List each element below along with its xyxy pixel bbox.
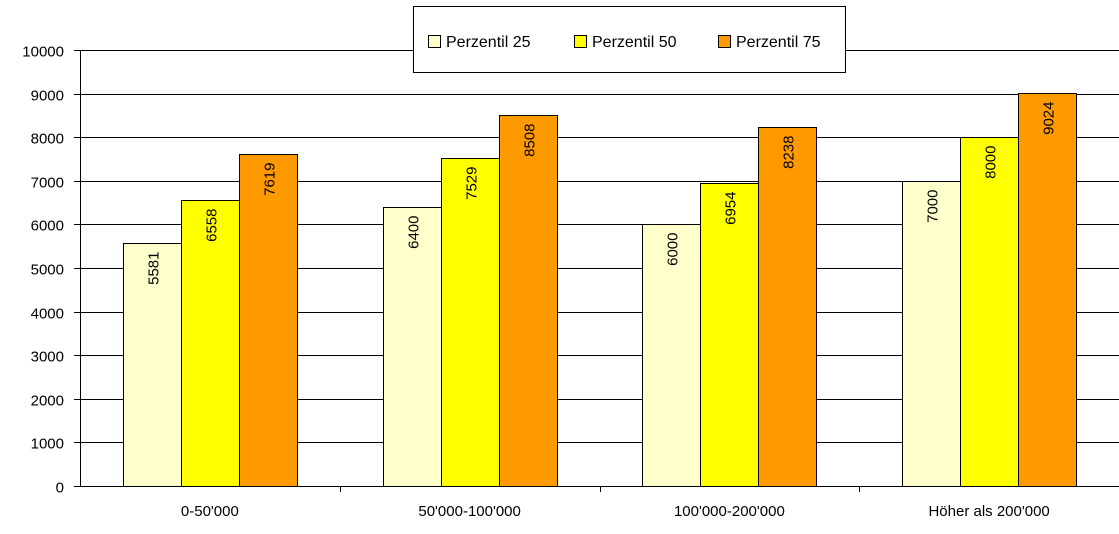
bar: [499, 115, 558, 487]
y-tick-label: 1000: [31, 436, 64, 453]
data-label: 6954: [723, 192, 740, 225]
bar: [441, 158, 500, 487]
legend-swatch: [428, 35, 441, 48]
legend-label: Perzentil 50: [592, 34, 677, 51]
data-label: 6558: [204, 209, 221, 242]
y-tick-label: 3000: [31, 349, 64, 366]
legend-swatch: [574, 35, 587, 48]
bar: [758, 127, 817, 487]
bar-series: 5581 6558 7619 6400 7529 8508 6000 6954 8238 7000…: [123, 93, 1077, 487]
y-tick-label: 9000: [31, 88, 64, 105]
y-tick-label: 10000: [22, 44, 64, 61]
bar: [902, 181, 961, 487]
bar: [1018, 93, 1077, 487]
legend-label: Perzentil 25: [446, 34, 531, 51]
data-label: 8508: [522, 124, 539, 157]
data-label: 5581: [146, 252, 163, 285]
legend-swatch: [718, 35, 731, 48]
bar: [181, 200, 240, 487]
y-tick-label: 7000: [31, 175, 64, 192]
y-tick-label: 8000: [31, 131, 64, 148]
x-tick-label: 100'000-200'000: [674, 503, 785, 520]
data-label: 7000: [925, 190, 942, 223]
x-tick-label: 50'000-100'000: [418, 503, 521, 520]
legend: Perzentil 25 Perzentil 50 Perzentil 75: [413, 6, 846, 73]
x-tick-label: 0-50'000: [181, 503, 239, 520]
data-label: 8238: [781, 136, 798, 169]
data-label: 7619: [262, 163, 279, 196]
data-label: 6000: [665, 233, 682, 266]
x-axis: 0-50'000 50'000-100'000 100'000-200'000 Höh…: [80, 486, 1119, 520]
data-label: 7529: [464, 167, 481, 200]
y-tick-label: 6000: [31, 218, 64, 235]
y-axis: 0 1000 2000 3000 4000 5000 6000 7000 8000 9000 100…: [22, 44, 81, 497]
bar: [239, 154, 298, 487]
y-tick-label: 2000: [31, 393, 64, 410]
legend-box: [413, 6, 846, 73]
bar: [960, 137, 1019, 487]
data-label: 8000: [983, 146, 1000, 179]
y-tick-label: 4000: [31, 306, 64, 323]
data-label: 6400: [406, 216, 423, 249]
x-tick-label: Höher als 200'000: [928, 503, 1049, 520]
y-tick-label: 0: [56, 480, 64, 497]
bar: [642, 224, 701, 487]
legend-label: Perzentil 75: [736, 34, 821, 51]
y-tick-label: 5000: [31, 262, 64, 279]
bar: [700, 183, 759, 487]
data-label: 9024: [1041, 102, 1058, 135]
